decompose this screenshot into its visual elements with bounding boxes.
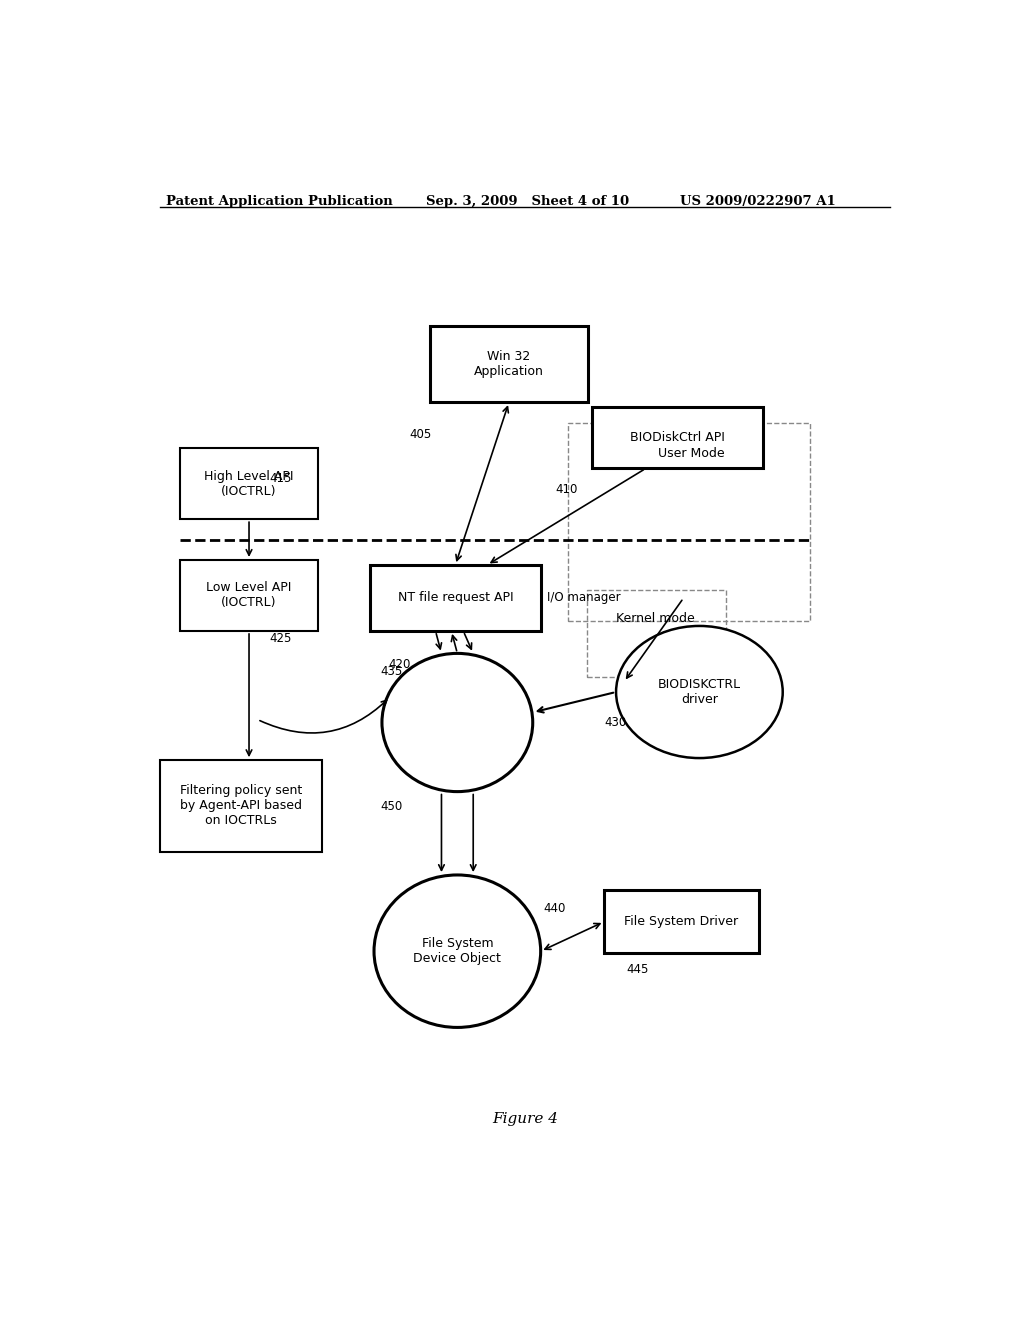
Text: 425: 425 bbox=[269, 632, 292, 644]
Bar bbox=[179, 447, 318, 519]
Text: 445: 445 bbox=[627, 964, 649, 975]
Text: US 2009/0222907 A1: US 2009/0222907 A1 bbox=[680, 195, 836, 209]
Ellipse shape bbox=[374, 875, 541, 1027]
Bar bbox=[604, 890, 759, 953]
Text: File System Driver: File System Driver bbox=[625, 915, 738, 928]
Text: 420: 420 bbox=[388, 659, 411, 671]
Text: BIODiskCtrl API: BIODiskCtrl API bbox=[630, 432, 725, 445]
Text: File System
Device Object: File System Device Object bbox=[414, 937, 502, 965]
Ellipse shape bbox=[616, 626, 782, 758]
Text: Patent Application Publication: Patent Application Publication bbox=[166, 195, 393, 209]
Ellipse shape bbox=[382, 653, 532, 792]
Text: I/O manager: I/O manager bbox=[547, 591, 621, 605]
Bar bbox=[370, 565, 541, 631]
Text: Figure 4: Figure 4 bbox=[492, 1111, 558, 1126]
Bar bbox=[430, 326, 589, 403]
Text: NT file request API: NT file request API bbox=[397, 591, 513, 605]
Text: 435: 435 bbox=[380, 665, 402, 678]
Bar bbox=[587, 590, 726, 677]
Text: 410: 410 bbox=[555, 483, 578, 496]
Text: Low Level API
(IOCTRL): Low Level API (IOCTRL) bbox=[207, 581, 292, 610]
Bar bbox=[160, 760, 323, 851]
Text: 430: 430 bbox=[604, 715, 627, 729]
Text: 415: 415 bbox=[269, 473, 292, 484]
Text: High Level API
(IOCTRL): High Level API (IOCTRL) bbox=[204, 470, 294, 498]
Text: 450: 450 bbox=[380, 800, 402, 813]
Text: Sep. 3, 2009   Sheet 4 of 10: Sep. 3, 2009 Sheet 4 of 10 bbox=[426, 195, 629, 209]
Text: Win 32
Application: Win 32 Application bbox=[474, 350, 544, 379]
Text: User Mode: User Mode bbox=[658, 446, 725, 459]
Text: 405: 405 bbox=[410, 429, 432, 441]
Text: 440: 440 bbox=[544, 902, 566, 915]
Text: BIODISKCTRL
driver: BIODISKCTRL driver bbox=[657, 678, 741, 706]
Text: Kernel mode: Kernel mode bbox=[616, 612, 695, 626]
Text: Filtering policy sent
by Agent-API based
on IOCTRLs: Filtering policy sent by Agent-API based… bbox=[180, 784, 302, 828]
Bar bbox=[179, 560, 318, 631]
Bar bbox=[592, 408, 763, 469]
Bar bbox=[568, 422, 811, 620]
